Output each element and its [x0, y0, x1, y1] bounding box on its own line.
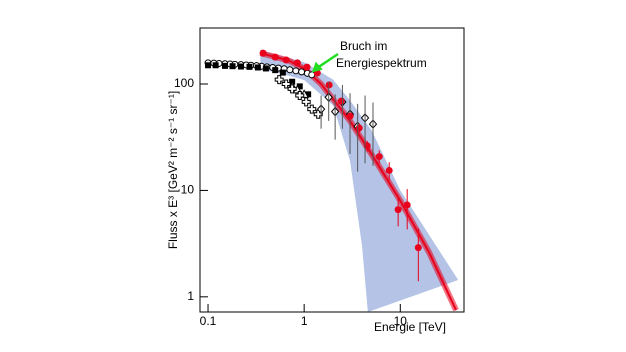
data-point [254, 64, 261, 71]
x-axis-label: Energie [TeV] [374, 320, 446, 334]
x-tick-label: 10 [394, 314, 408, 328]
data-point [237, 63, 244, 70]
data-point [221, 62, 228, 69]
data-point [307, 104, 317, 114]
plot-frame [199, 27, 465, 313]
data-point [212, 62, 219, 69]
data-point [295, 90, 305, 100]
data-point [274, 75, 284, 85]
data-point [298, 68, 306, 76]
annotation-arrow [317, 52, 339, 69]
annotation-text: Bruch im [340, 39, 387, 53]
data-point [296, 83, 303, 90]
data-point [287, 84, 297, 94]
data-point [292, 67, 300, 75]
y-tick-label: 100 [174, 76, 194, 90]
data-point [305, 91, 312, 98]
data-point [301, 97, 311, 107]
data-point [286, 66, 294, 74]
data-point [229, 63, 236, 70]
x-tick-label: 0.1 [200, 314, 217, 328]
data-point [313, 109, 323, 119]
y-axis-label: Fluss x E³ [GeV² m⁻² s⁻¹ sr⁻¹] [166, 91, 180, 249]
data-point [246, 63, 253, 70]
annotation-arrowhead [311, 61, 323, 73]
data-point [262, 65, 269, 72]
data-point [205, 62, 212, 69]
uncertainty-band [260, 49, 459, 312]
data-point [272, 67, 279, 74]
x-tick-label: 1 [301, 314, 308, 328]
y-tick-label: 10 [181, 183, 195, 197]
annotation-text: Energiespektrum [336, 56, 427, 70]
data-point [279, 69, 286, 76]
y-tick-label: 1 [187, 289, 194, 303]
plot-area [204, 49, 459, 312]
